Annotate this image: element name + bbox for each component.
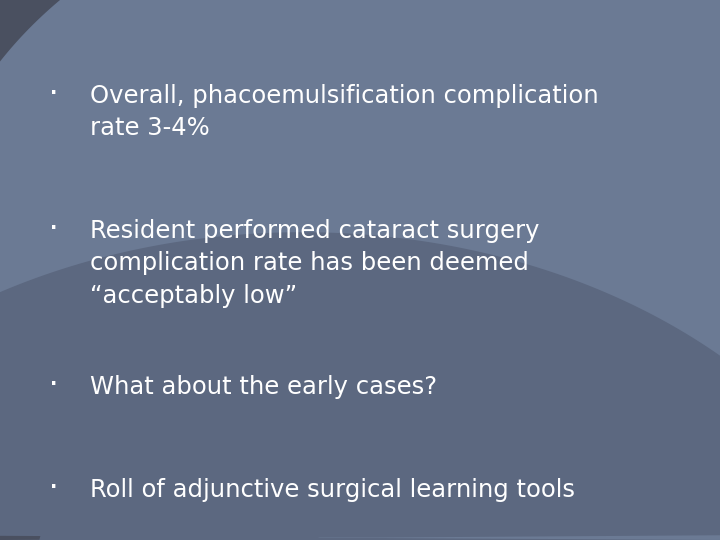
Polygon shape: [108, 0, 720, 540]
Text: Roll of adjunctive surgical learning tools: Roll of adjunctive surgical learning too…: [90, 478, 575, 502]
Polygon shape: [0, 232, 720, 540]
Polygon shape: [29, 200, 720, 540]
Text: ·: ·: [50, 84, 58, 103]
Text: ·: ·: [50, 219, 58, 238]
Text: ·: ·: [50, 375, 58, 394]
Text: ·: ·: [50, 478, 58, 497]
Text: Overall, phacoemulsification complication
rate 3-4%: Overall, phacoemulsification complicatio…: [90, 84, 598, 140]
Text: What about the early cases?: What about the early cases?: [90, 375, 437, 399]
Text: Resident performed cataract surgery
complication rate has been deemed
“acceptabl: Resident performed cataract surgery comp…: [90, 219, 539, 308]
Polygon shape: [634, 0, 720, 540]
